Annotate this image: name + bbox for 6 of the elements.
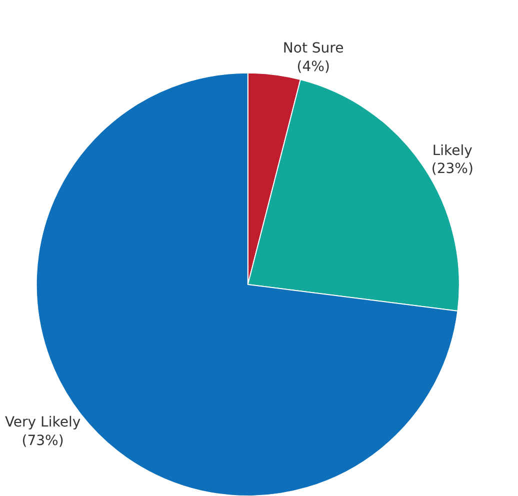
slice-label: Likely bbox=[432, 143, 472, 160]
data-label: (73%) bbox=[22, 432, 64, 449]
data-label: (23%) bbox=[431, 161, 474, 178]
slice-label: Very Likely bbox=[4, 414, 81, 431]
slice-label: Not Sure bbox=[282, 40, 344, 57]
data-label: (4%) bbox=[296, 58, 330, 75]
